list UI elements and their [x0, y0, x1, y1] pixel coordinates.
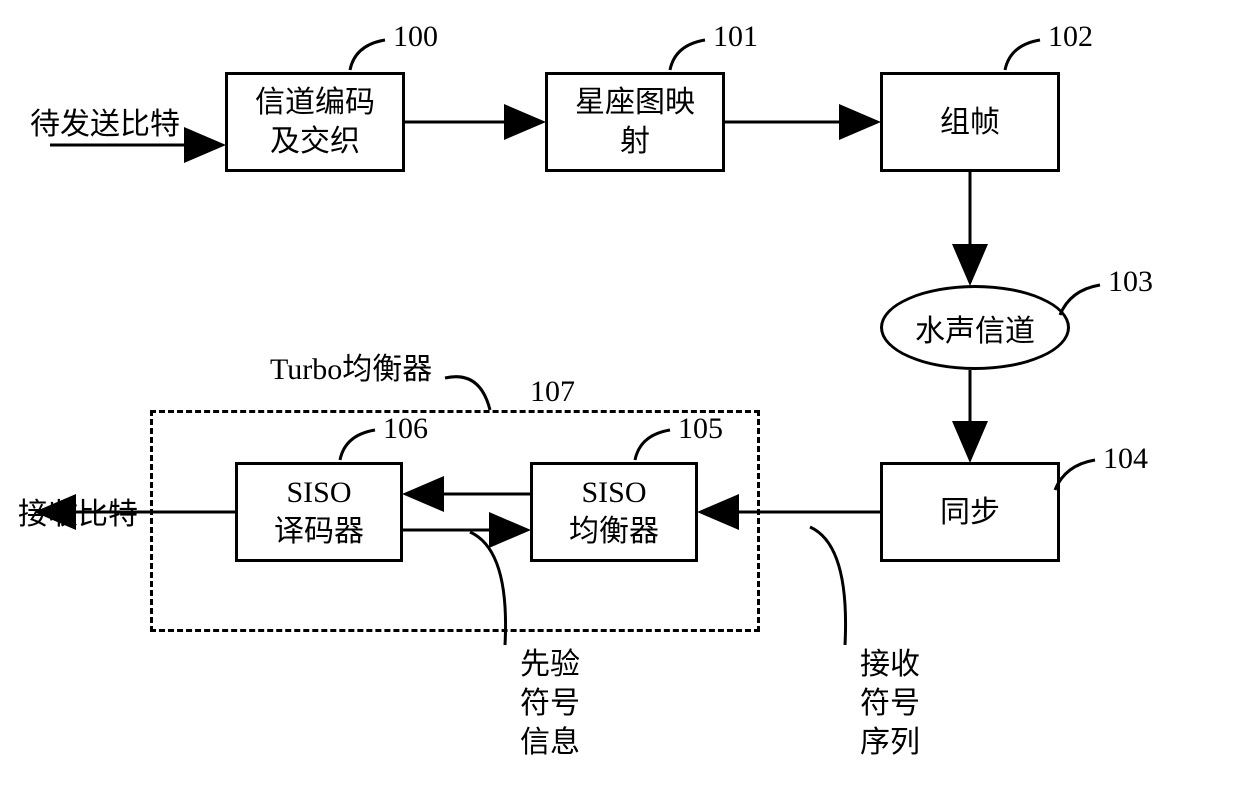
arrows-layer [0, 0, 1240, 786]
